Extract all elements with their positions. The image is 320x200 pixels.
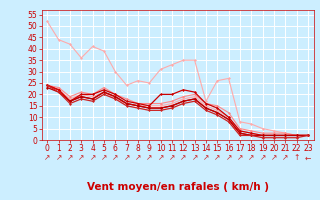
Text: ↗: ↗ xyxy=(89,154,96,162)
Text: ↗: ↗ xyxy=(271,154,277,162)
Text: ↗: ↗ xyxy=(44,154,51,162)
Text: ↗: ↗ xyxy=(237,154,243,162)
Text: ↗: ↗ xyxy=(112,154,118,162)
Text: ↗: ↗ xyxy=(203,154,209,162)
Text: ↗: ↗ xyxy=(67,154,73,162)
Text: ↗: ↗ xyxy=(180,154,187,162)
Text: ↗: ↗ xyxy=(101,154,107,162)
Text: ↗: ↗ xyxy=(214,154,220,162)
Text: ↗: ↗ xyxy=(169,154,175,162)
Text: ←: ← xyxy=(305,154,311,162)
Text: ↗: ↗ xyxy=(157,154,164,162)
Text: ↗: ↗ xyxy=(135,154,141,162)
Text: ↗: ↗ xyxy=(124,154,130,162)
Text: ↗: ↗ xyxy=(146,154,152,162)
Text: ↗: ↗ xyxy=(248,154,254,162)
Text: ↗: ↗ xyxy=(225,154,232,162)
Text: ↗: ↗ xyxy=(78,154,84,162)
Text: Vent moyen/en rafales ( km/h ): Vent moyen/en rafales ( km/h ) xyxy=(87,182,268,192)
Text: ↗: ↗ xyxy=(55,154,62,162)
Text: ↑: ↑ xyxy=(293,154,300,162)
Text: ↗: ↗ xyxy=(260,154,266,162)
Text: ↗: ↗ xyxy=(191,154,198,162)
Text: ↗: ↗ xyxy=(282,154,288,162)
